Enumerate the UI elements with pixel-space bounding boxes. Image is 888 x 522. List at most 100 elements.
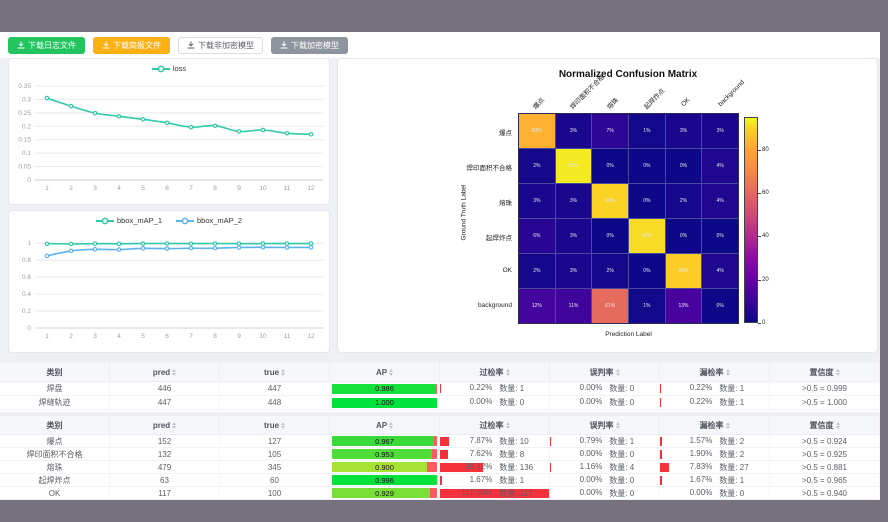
svg-text:12: 12 — [307, 333, 315, 340]
column-header-label: 误判率 — [589, 420, 614, 430]
sort-caret-icon[interactable] — [281, 368, 286, 376]
cell-pred-value: 446 — [157, 384, 172, 393]
column-header-true[interactable]: true — [220, 363, 330, 381]
download-button-label: 下载简报文件 — [113, 40, 161, 50]
sort-caret-icon[interactable] — [389, 421, 394, 429]
cell-miss-rate-percent: 0.00% — [689, 487, 713, 497]
column-header-误判率[interactable]: 误判率 — [550, 416, 660, 434]
table-row: 起焊炸点 63 60 0.996 1.67% 数量: 1 0.00% 数量: 0 1.67% 数量… — [0, 474, 880, 487]
cell-over-detect-rate-bar — [440, 384, 441, 393]
download-button-4[interactable]: 下载加密模型 — [271, 36, 348, 54]
cell-class-value: 焊盘 — [46, 384, 63, 393]
svg-text:8: 8 — [213, 333, 217, 340]
cell-pred-value: 117 — [158, 488, 171, 498]
column-header-pred[interactable]: pred — [110, 416, 220, 434]
ap-bar-fill — [332, 488, 430, 498]
ap-bar-fill — [332, 436, 434, 446]
table-row: 焊缝轨迹 447 448 1.000 0.00% 数量: 0 0.00% 数量: 0 0.22%… — [0, 396, 880, 410]
cm-cell-4-5: 4% — [702, 254, 738, 288]
svg-text:9: 9 — [237, 185, 241, 192]
svg-text:1: 1 — [27, 240, 31, 247]
sort-caret-icon[interactable] — [615, 421, 620, 429]
cell-ap: 0.900 — [330, 461, 440, 473]
legend-label: bbox_mAP_2 — [197, 216, 243, 225]
column-header-true[interactable]: true — [220, 416, 330, 434]
cell-over-detect-rate-count: 数量: 0 — [499, 398, 525, 407]
sort-caret-icon[interactable] — [172, 368, 177, 376]
column-header-漏检率[interactable]: 漏检率 — [660, 363, 770, 381]
cell-miss-rate-percent: 0.22% — [689, 383, 713, 392]
column-header-AP[interactable]: AP — [330, 416, 440, 434]
cell-misjudge-rate-count: 数量: 0 — [609, 384, 635, 393]
svg-text:6: 6 — [165, 333, 169, 340]
cell-misjudge-rate-text: 0.00% 数量: 0 — [550, 449, 659, 460]
map-chart-panel: bbox_mAP_1 bbox_mAP_2 0 0.2 0.4 0.6 0.8 1 1 2 3 4 5… — [8, 210, 330, 353]
sort-caret-icon[interactable] — [505, 368, 510, 376]
cm-cell-2-2: 90% — [592, 184, 628, 218]
column-header-pred[interactable]: pred — [110, 363, 220, 381]
cell-true: 127 — [220, 435, 330, 447]
sort-caret-icon[interactable] — [615, 368, 620, 376]
legend-item-loss[interactable]: loss — [151, 64, 186, 73]
svg-text:0.2: 0.2 — [22, 308, 31, 315]
table-row: 熔珠 479 345 0.900 39.42% 数量: 136 1.16% 数量: 4 7.83… — [0, 461, 880, 474]
cell-misjudge-rate-count: 数量: 0 — [609, 488, 635, 498]
confidence-value: >0.5 = 0.965 — [802, 475, 847, 485]
sort-caret-icon[interactable] — [725, 421, 730, 429]
download-button-2[interactable]: 下载简报文件 — [93, 36, 170, 54]
column-header-label: 漏检率 — [699, 420, 724, 430]
sort-caret-icon[interactable] — [835, 368, 840, 376]
cm-cell-2-4: 2% — [665, 184, 702, 218]
download-button-3[interactable]: 下载非加密模型 — [178, 36, 263, 54]
cm-colorbar-tick: 0 — [762, 320, 766, 326]
svg-text:2: 2 — [69, 185, 73, 192]
column-header-置信度[interactable]: 置信度 — [770, 363, 880, 381]
column-header-label: 漏检率 — [699, 367, 724, 377]
cell-over-detect-rate: 39.42% 数量: 136 — [440, 461, 550, 473]
column-header-误判率[interactable]: 误判率 — [550, 363, 660, 381]
column-header-漏检率[interactable]: 漏检率 — [660, 416, 770, 434]
cell-confidence: >0.5 = 0.924 — [770, 435, 880, 447]
per-class-table-1: 类别 pred true AP 过检率 误判率 漏检率 置信度 焊盘 446 447 0.986 0.2… — [0, 363, 880, 412]
column-header-过检率[interactable]: 过检率 — [440, 416, 550, 434]
cell-misjudge-rate-count: 数量: 1 — [609, 436, 635, 446]
cell-confidence: >0.5 = 0.999 — [770, 382, 880, 395]
cell-over-detect-rate: 7.62% 数量: 8 — [440, 448, 550, 460]
sort-caret-icon[interactable] — [505, 421, 510, 429]
sort-caret-icon[interactable] — [389, 368, 394, 376]
cell-miss-rate: 0.22% 数量: 1 — [660, 396, 770, 409]
column-header-label: pred — [152, 367, 171, 377]
column-header-置信度[interactable]: 置信度 — [770, 416, 880, 434]
sort-caret-icon[interactable] — [281, 421, 286, 429]
svg-text:4: 4 — [117, 185, 121, 192]
cell-class: OK — [0, 487, 110, 499]
confidence-value: >0.5 = 0.881 — [802, 462, 847, 472]
column-header-过检率[interactable]: 过检率 — [440, 363, 550, 381]
cell-miss-rate: 0.00% 数量: 0 — [660, 487, 770, 499]
sort-caret-icon[interactable] — [835, 421, 840, 429]
cell-misjudge-rate-text: 1.16% 数量: 4 — [550, 462, 659, 473]
cm-cell-5-2: 61% — [592, 289, 628, 323]
cell-ap: 0.929 — [330, 487, 440, 499]
cell-pred-value: 479 — [157, 462, 172, 472]
cell-class: 爆点 — [0, 435, 110, 447]
legend-label: bbox_mAP_1 — [116, 216, 162, 225]
svg-text:0.25: 0.25 — [18, 110, 31, 117]
cm-col-label: background — [716, 79, 746, 108]
legend-item-bbox_mAP_1[interactable]: bbox_mAP_1 — [95, 216, 162, 225]
table-header: 类别 pred true AP 过检率 误判率 漏检率 置信度 — [0, 363, 880, 382]
sort-caret-icon[interactable] — [172, 421, 177, 429]
column-header-label: true — [263, 420, 280, 430]
cell-pred: 63 — [110, 474, 220, 486]
cell-over-detect-rate-percent: 7.87% — [469, 435, 493, 445]
download-button-1[interactable]: 下载日志文件 — [8, 36, 85, 54]
confusion-matrix-colorbar — [744, 117, 758, 323]
cell-over-detect-rate-text: 7.87% 数量: 10 — [440, 436, 549, 447]
cell-true-value: 60 — [270, 475, 279, 485]
legend-item-bbox_mAP_2[interactable]: bbox_mAP_2 — [176, 216, 242, 225]
sort-caret-icon[interactable] — [725, 368, 730, 376]
column-header-AP[interactable]: AP — [330, 363, 440, 381]
cell-over-detect-rate-percent: 0.22% — [469, 383, 493, 392]
svg-text:12: 12 — [307, 185, 315, 192]
cm-cell-1-3: 0% — [629, 149, 665, 183]
